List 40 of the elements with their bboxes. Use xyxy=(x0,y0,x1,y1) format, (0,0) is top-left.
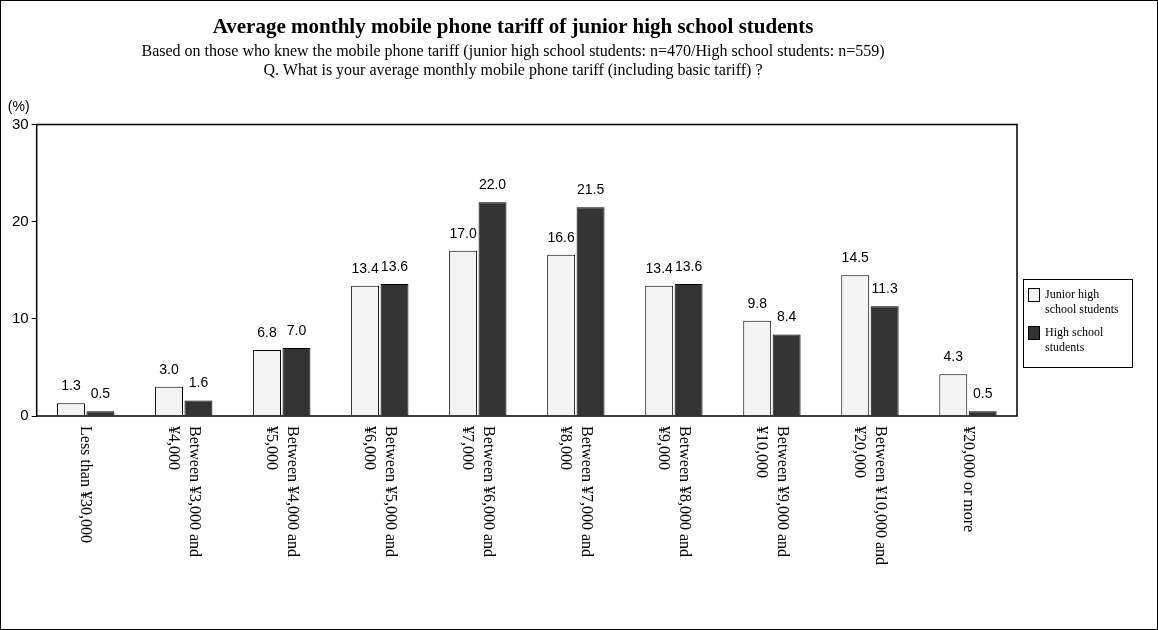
data-label: 1.3 xyxy=(61,377,81,394)
data-label: 16.6 xyxy=(547,228,575,245)
x-tick-label: Between ¥3,000 and ¥4,000 xyxy=(166,426,205,558)
data-label: 7.0 xyxy=(286,321,307,338)
data-label: 14.5 xyxy=(841,249,870,266)
x-tick-label: ¥20,000 or more xyxy=(960,426,978,533)
y-tick-label: 0 xyxy=(20,406,29,424)
data-label: 0.5 xyxy=(972,385,993,401)
data-label: 3.0 xyxy=(159,360,179,377)
x-tick-label: Between ¥5,000 and ¥6,000 xyxy=(362,426,401,558)
chart-title: Average monthly mobile phone tariff of junior high school students xyxy=(212,14,814,39)
y-axis-title: (%) xyxy=(7,98,30,115)
data-label: 9.8 xyxy=(747,294,768,311)
data-label: 0.5 xyxy=(90,385,111,401)
data-label: 4.3 xyxy=(943,348,964,365)
data-label: 13.6 xyxy=(674,257,703,274)
x-tick-label: Between ¥4,000 and ¥5,000 xyxy=(264,426,303,558)
x-tick-label: Between ¥7,000 and ¥8,000 xyxy=(558,426,597,558)
x-tick-label: Between ¥6,000 and ¥7,000 xyxy=(460,426,499,558)
data-label: 8.4 xyxy=(776,308,797,325)
data-label: 13.4 xyxy=(645,259,674,276)
x-tick-label: Between ¥8,000 and ¥9,000 xyxy=(656,426,695,558)
data-label: 11.3 xyxy=(871,280,898,297)
data-label: 1.6 xyxy=(188,374,209,391)
x-tick-label: Less than ¥30,000 xyxy=(78,426,96,543)
text: Junior high school students xyxy=(1045,287,1120,317)
data-label: 13.4 xyxy=(351,259,379,276)
x-tick-label: Between ¥10,000 and ¥20,000 xyxy=(852,426,891,566)
data-label: 17.0 xyxy=(449,224,477,241)
data-label: 13.6 xyxy=(380,257,409,274)
y-tick-label: 30 xyxy=(12,114,29,132)
text: Q. What is your average monthly mobile phone tariff (including basic tariff) ? xyxy=(263,61,763,80)
legend-label: High school students xyxy=(1045,325,1105,355)
y-tick-label: 10 xyxy=(12,309,29,327)
data-label: 21.5 xyxy=(576,181,605,198)
data-label: 6.8 xyxy=(257,323,277,340)
y-tick-label: 20 xyxy=(12,211,29,229)
data-label: 22.0 xyxy=(478,176,507,193)
chart-subtitle: Based on those who knew the mobile phone tariff (junior high school students: n=470/High school students: n=559) xyxy=(141,42,885,60)
x-tick-label: Between ¥9,000 and ¥10,000 xyxy=(754,426,793,558)
